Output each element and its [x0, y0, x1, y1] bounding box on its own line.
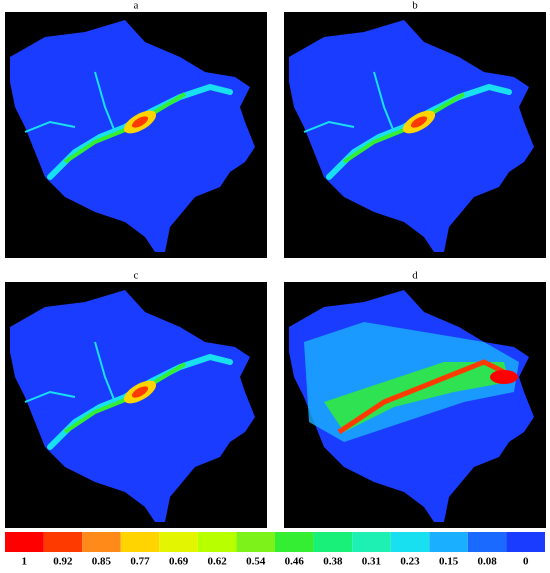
- colorbar-cell: [120, 532, 160, 552]
- hotspot: [490, 370, 518, 384]
- colorbar-cell: [506, 532, 545, 552]
- hotspot-line: [337, 359, 516, 435]
- colorbar-label: 1: [22, 556, 28, 568]
- colorbar-label: 0.54: [246, 556, 266, 568]
- colorbar-cell: [82, 532, 121, 552]
- panel-label: c: [134, 270, 139, 282]
- panel-label: d: [412, 270, 418, 282]
- colorbar-cell: [352, 532, 391, 552]
- panel-label: a: [134, 0, 139, 12]
- map-panel: [5, 282, 267, 528]
- colorbar-label: 0.62: [208, 556, 228, 568]
- colorbar-label: 0: [523, 556, 529, 568]
- colorbar-cell: [5, 532, 44, 552]
- colorbar-cell: [390, 532, 430, 552]
- colorbar-label: 0.85: [92, 556, 112, 568]
- map-panel: [284, 12, 546, 258]
- colorbar-label: 0.69: [169, 556, 189, 568]
- colorbar-label: 0.77: [130, 556, 150, 568]
- panel-label: b: [412, 0, 418, 12]
- colorbar-label: 0.46: [285, 556, 305, 568]
- colorbar-cell: [313, 532, 353, 552]
- map-panel: [284, 282, 546, 528]
- colorbar-cell: [429, 532, 468, 552]
- colorbar-label: 0.92: [53, 556, 73, 568]
- colorbar-label: 0.38: [323, 556, 343, 568]
- colorbar-label: 0.15: [439, 556, 459, 568]
- colorbar-label: 0.31: [362, 556, 381, 568]
- colorbar-label: 0.08: [478, 556, 498, 568]
- colorbar-label: 0.23: [400, 556, 420, 568]
- colorbar-cell: [467, 532, 507, 552]
- hotspot-area: [324, 362, 509, 432]
- colorbar-cell: [197, 532, 237, 552]
- map-panel: [5, 12, 267, 258]
- colorbar-cell: [43, 532, 83, 552]
- colorbar-cell: [236, 532, 275, 552]
- colorbar-cell: [159, 532, 198, 552]
- colorbar-cell: [275, 532, 314, 552]
